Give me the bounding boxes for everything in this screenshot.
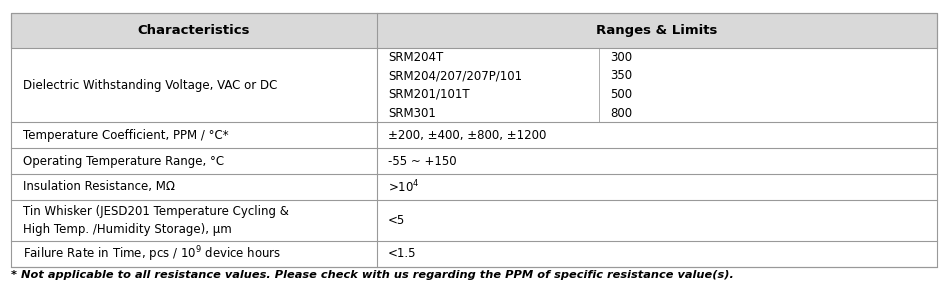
Bar xyxy=(11,122,937,148)
Text: SRM301: SRM301 xyxy=(389,107,436,120)
Text: Dielectric Withstanding Voltage, VAC or DC: Dielectric Withstanding Voltage, VAC or … xyxy=(23,79,277,92)
Text: >10$^{4}$: >10$^{4}$ xyxy=(389,179,420,195)
Text: -55 ~ +150: -55 ~ +150 xyxy=(389,155,457,168)
Text: SRM201/101T: SRM201/101T xyxy=(389,88,470,101)
Text: 800: 800 xyxy=(611,107,632,120)
Text: 350: 350 xyxy=(611,69,632,82)
Text: Characteristics: Characteristics xyxy=(137,24,250,37)
Bar xyxy=(11,148,937,174)
Bar xyxy=(11,174,937,200)
Text: <5: <5 xyxy=(389,214,406,227)
Bar xyxy=(11,200,937,241)
Text: SRM204T: SRM204T xyxy=(389,51,444,64)
Text: * Not applicable to all resistance values. Please check with us regarding the PP: * Not applicable to all resistance value… xyxy=(11,270,735,280)
Text: ±200, ±400, ±800, ±1200: ±200, ±400, ±800, ±1200 xyxy=(389,129,547,142)
Bar xyxy=(11,241,937,267)
Text: <1.5: <1.5 xyxy=(389,247,417,260)
Text: Operating Temperature Range, °C: Operating Temperature Range, °C xyxy=(23,155,224,168)
Bar xyxy=(11,13,937,267)
Text: Temperature Coefficient, PPM / °C*: Temperature Coefficient, PPM / °C* xyxy=(23,129,228,142)
Text: 300: 300 xyxy=(611,51,632,64)
Bar xyxy=(11,48,937,122)
Text: Failure Rate in Time, pcs / 10$^{9}$ device hours: Failure Rate in Time, pcs / 10$^{9}$ dev… xyxy=(23,244,281,263)
Bar xyxy=(11,13,937,48)
Text: Insulation Resistance, MΩ: Insulation Resistance, MΩ xyxy=(23,180,174,193)
Text: SRM204/207/207P/101: SRM204/207/207P/101 xyxy=(389,69,522,82)
Text: 500: 500 xyxy=(611,88,632,101)
Text: Ranges & Limits: Ranges & Limits xyxy=(596,24,718,37)
Text: Tin Whisker (JESD201 Temperature Cycling &
High Temp. /Humidity Storage), μm: Tin Whisker (JESD201 Temperature Cycling… xyxy=(23,205,288,236)
